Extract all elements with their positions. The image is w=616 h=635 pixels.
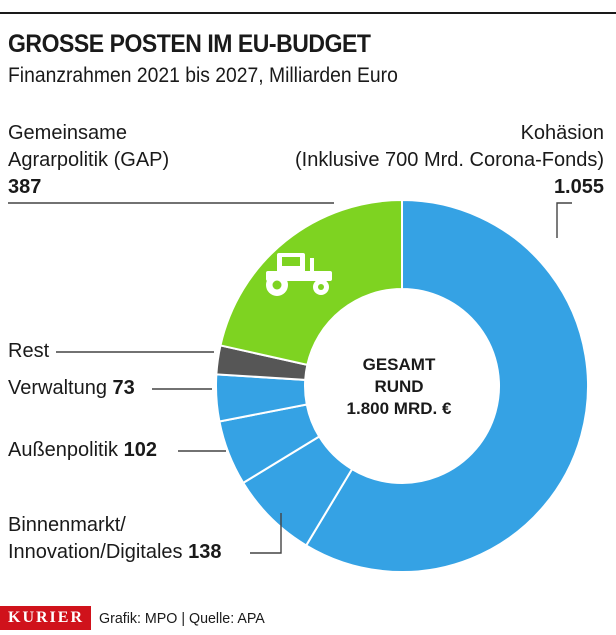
slice-kohäsion — [304, 198, 589, 573]
label-kohaesion: Kohäsion (Inklusive 700 Mrd. Corona-Fond… — [295, 120, 604, 201]
label-kohaesion-line2: (Inklusive 700 Mrd. Corona-Fonds) — [294, 149, 604, 171]
label-verwaltung-name: Verwaltung — [8, 377, 107, 399]
label-verwaltung-value: 73 — [112, 377, 135, 399]
center-line-3: 1.800 MRD. € — [347, 399, 452, 418]
label-binnen-line1: Binnenmarkt/ — [8, 514, 126, 536]
label-aussen-name: Außenpolitik — [8, 439, 119, 461]
footer-credit: Grafik: MPO | Quelle: APA — [99, 609, 265, 627]
leader-binnen — [250, 513, 282, 554]
leader-lines — [8, 202, 572, 554]
label-binnen-value: 138 — [188, 541, 222, 563]
label-gap-line1: Gemeinsame — [8, 122, 127, 144]
donut-chart: GESAMT RUND 1.800 MRD. € — [8, 198, 589, 573]
label-binnen-line2: Innovation/Digitales — [8, 541, 183, 563]
chart-title: GROSSE POSTEN IM EU-BUDGET — [8, 30, 371, 58]
center-label: GESAMT RUND 1.800 MRD. € — [347, 355, 452, 418]
slice-gemeinsame-agrarpolitik-gap — [219, 198, 403, 367]
chart-subtitle: Finanzrahmen 2021 bis 2027, Milliarden E… — [8, 64, 398, 87]
label-rest-name: Rest — [8, 340, 50, 362]
label-aussen: Außenpolitik 102 — [8, 437, 157, 464]
label-gap-line2: Agrarpolitik (GAP) — [8, 149, 170, 171]
kurier-logo: KURIER — [0, 606, 92, 630]
label-kohaesion-line1: Kohäsion — [520, 122, 604, 144]
label-binnen: Binnenmarkt/ Innovation/Digitales 138 — [8, 512, 222, 566]
label-kohaesion-value: 1.055 — [553, 176, 604, 198]
label-aussen-value: 102 — [123, 439, 157, 461]
top-rule — [0, 12, 616, 14]
label-rest: Rest — [8, 338, 49, 365]
leader-kohaesion — [556, 202, 572, 238]
label-verwaltung: Verwaltung 73 — [8, 375, 135, 402]
label-gap: Gemeinsame Agrarpolitik (GAP) 387 — [8, 120, 169, 201]
tractor-icon — [266, 253, 332, 296]
center-line-2: RUND — [374, 377, 423, 396]
footer: KURIER Grafik: MPO | Quelle: APA — [0, 605, 274, 631]
donut-slices — [215, 198, 589, 573]
label-gap-value: 387 — [8, 176, 42, 198]
center-line-1: GESAMT — [363, 355, 436, 374]
